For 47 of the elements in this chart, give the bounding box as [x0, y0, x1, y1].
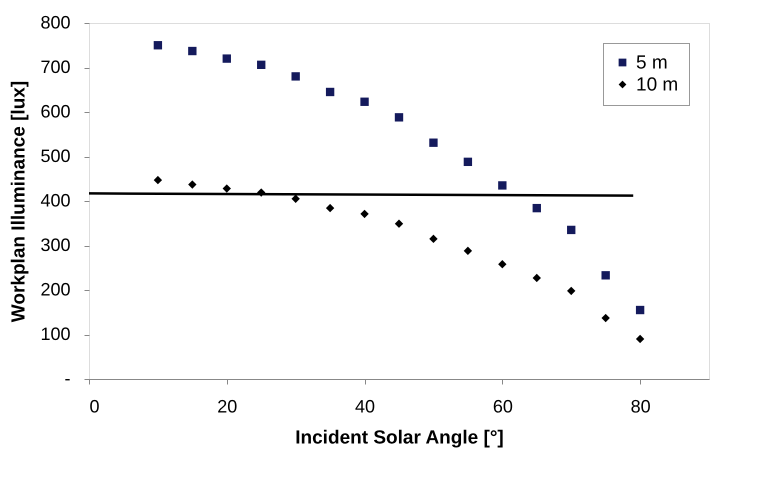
point [429, 234, 438, 244]
y-axis-title: Workplan Illuminance [lux] [8, 80, 30, 322]
legend-label: 5 m [636, 52, 668, 74]
point [222, 184, 231, 193]
x-tick-label: 0 [90, 396, 100, 416]
point [567, 226, 576, 234]
point [291, 72, 300, 81]
y-tick-label: 800 [40, 12, 70, 32]
point [394, 113, 404, 122]
y-tick-label: 400 [40, 190, 70, 210]
y-tick-label: 700 [40, 57, 70, 77]
x-axis-title: Incident Solar Angle [°] [295, 428, 504, 448]
x-tick-label: 40 [355, 396, 376, 416]
point [154, 176, 162, 184]
point [532, 274, 541, 282]
point [257, 60, 266, 70]
point [464, 158, 472, 166]
point [498, 181, 507, 190]
y-tick-label: 100 [40, 324, 70, 344]
y-tick-label: 600 [40, 102, 70, 122]
point [360, 210, 369, 218]
point [498, 260, 507, 268]
y-tick-label: - [64, 368, 70, 388]
point [188, 180, 197, 189]
point [464, 246, 472, 256]
x-tick-label: 80 [630, 396, 651, 416]
y-tick-label: 500 [40, 146, 70, 166]
point [360, 98, 369, 106]
point [291, 194, 300, 203]
point [532, 204, 541, 212]
point [326, 204, 334, 212]
point [188, 46, 197, 56]
point [567, 286, 576, 296]
point [601, 314, 610, 322]
x-tick-label: 60 [492, 396, 513, 416]
point [222, 54, 231, 63]
point [636, 334, 644, 344]
y-tick-label: 200 [40, 280, 70, 300]
point [326, 88, 334, 96]
x-tick-label: 20 [217, 396, 238, 416]
point [601, 271, 610, 280]
y-tick-label: 300 [40, 235, 70, 255]
point [394, 220, 404, 228]
point [429, 138, 438, 147]
point [154, 41, 162, 50]
point [636, 306, 644, 314]
legend-label: 10 m [636, 74, 678, 96]
